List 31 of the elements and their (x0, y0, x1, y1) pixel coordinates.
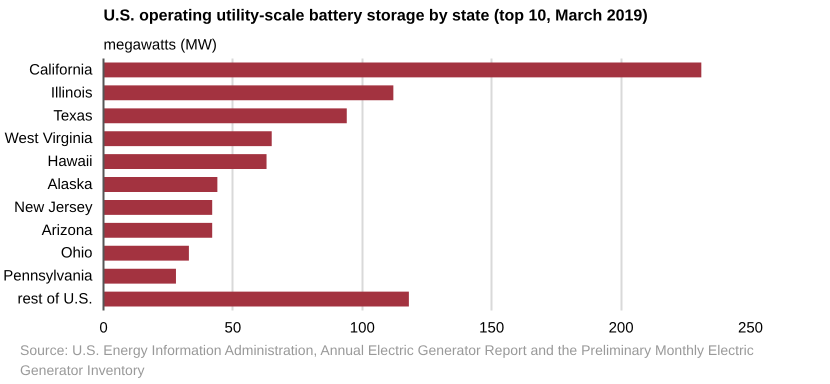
x-tick-label: 100 (350, 320, 375, 336)
bar (104, 177, 218, 192)
y-tick-label: Hawaii (47, 153, 92, 170)
y-tick-label: New Jersey (14, 198, 93, 216)
x-tick-label: 200 (608, 320, 634, 336)
chart-title: U.S. operating utility-scale battery storage by state (top 10, March 2019) (104, 8, 648, 24)
y-tick-label: Illinois (50, 84, 93, 102)
x-tick-label: 0 (99, 320, 108, 336)
chart-subtitle: megawatts (MW) (104, 36, 217, 54)
x-tick-label: 50 (224, 320, 242, 336)
y-tick-label: rest of U.S. (17, 290, 93, 308)
y-tick-label: California (29, 61, 94, 78)
bar (104, 222, 212, 238)
y-tick-label: Alaska (47, 176, 94, 193)
bar (104, 85, 394, 100)
y-tick-label: Arizona (42, 222, 94, 239)
source-note: Source: U.S. Energy Information Administration, Annual Electric Generator Report and the Preliminary Monthly Electric Generator Inventory (20, 341, 755, 380)
bar (104, 200, 212, 215)
bar (104, 268, 176, 284)
bar (104, 154, 267, 170)
y-tick-label: Texas (53, 107, 93, 124)
x-tick-label: 250 (738, 320, 764, 336)
bar (104, 246, 189, 261)
bar (104, 292, 409, 306)
bar (104, 108, 347, 124)
bar (104, 131, 272, 146)
y-tick-label: Pennsylvania (3, 268, 94, 285)
x-tick-label: 150 (479, 320, 504, 336)
bar (104, 62, 702, 78)
y-tick-label: West Virginia (4, 130, 94, 148)
y-tick-label: Ohio (60, 244, 93, 262)
